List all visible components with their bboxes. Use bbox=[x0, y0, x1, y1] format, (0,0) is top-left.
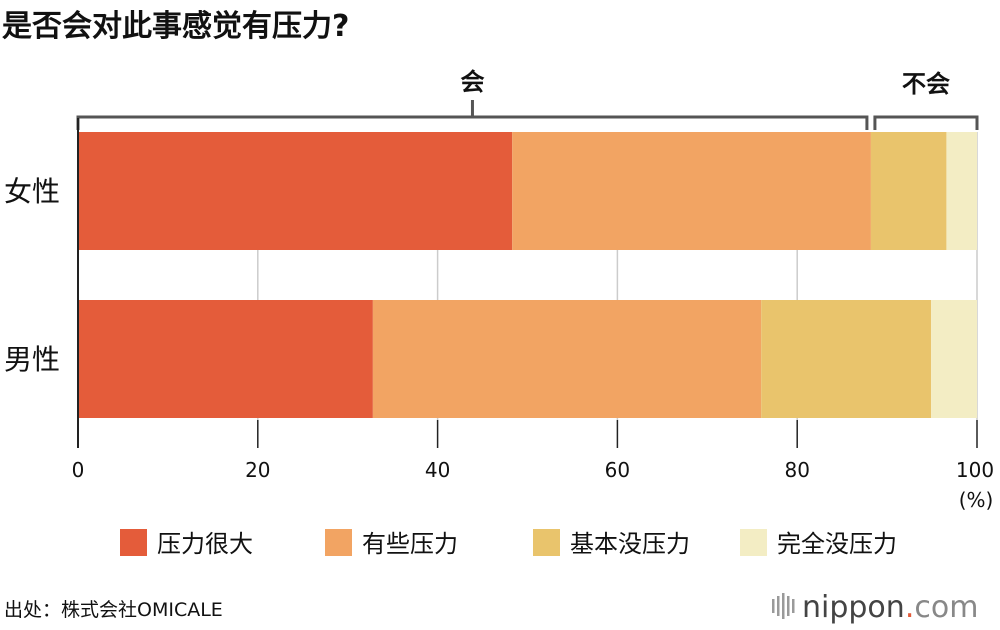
category-label-0: 女性 bbox=[4, 175, 60, 208]
x-unit-label: (%) bbox=[959, 488, 994, 512]
nippon-logo: nippon.com bbox=[772, 590, 978, 625]
x-axis: 0 20 40 60 80 100 (%) bbox=[72, 118, 994, 512]
legend-label-0: 压力很大 bbox=[157, 530, 253, 558]
category-label-1: 男性 bbox=[4, 343, 60, 376]
legend-swatch-2 bbox=[533, 529, 560, 556]
logo-name: nippon bbox=[802, 590, 905, 625]
logo-dot: . bbox=[905, 590, 915, 625]
bar-0-1 bbox=[512, 132, 871, 250]
tick-label-0: 0 bbox=[72, 458, 85, 482]
logo-stripe-2 bbox=[782, 593, 785, 619]
legend-swatch-0 bbox=[120, 529, 147, 556]
tick-label-40: 40 bbox=[425, 458, 450, 482]
bracket-line-0 bbox=[76, 115, 869, 130]
logo-stripe-4 bbox=[792, 599, 795, 613]
legend-swatch-1 bbox=[325, 529, 352, 556]
chart-title: 是否会对此事感觉有压力? bbox=[2, 9, 349, 44]
tick-label-80: 80 bbox=[784, 458, 809, 482]
logo-stripe-3 bbox=[787, 596, 790, 616]
legend: 压力很大 有些压力 基本没压力 完全没压力 bbox=[120, 529, 897, 558]
bars bbox=[78, 132, 977, 418]
logo-mark-icon bbox=[772, 593, 795, 619]
legend-label-2: 基本没压力 bbox=[570, 530, 690, 558]
bracket-label-0: 会 bbox=[460, 68, 484, 96]
source-note: 出处：株式会社OMICALE bbox=[4, 599, 223, 621]
bar-1-1 bbox=[372, 300, 762, 418]
bracket-line-1 bbox=[873, 115, 979, 130]
brackets: 会 不会 bbox=[76, 68, 979, 130]
legend-label-3: 完全没压力 bbox=[777, 530, 897, 558]
bar-1-2 bbox=[761, 300, 932, 418]
bracket-label-1: 不会 bbox=[902, 70, 950, 98]
logo-tld: com bbox=[914, 590, 978, 625]
logo-stripe-0 bbox=[772, 599, 775, 613]
bar-0-0 bbox=[78, 132, 513, 250]
tick-label-100: 100 bbox=[956, 458, 994, 482]
svg-text:nippon.com: nippon.com bbox=[802, 590, 978, 625]
logo-stripe-1 bbox=[777, 596, 780, 616]
bar-1-3 bbox=[931, 300, 977, 418]
legend-label-1: 有些压力 bbox=[362, 530, 458, 558]
bar-1-0 bbox=[78, 300, 373, 418]
tick-label-20: 20 bbox=[245, 458, 270, 482]
legend-swatch-3 bbox=[740, 529, 767, 556]
bar-0-2 bbox=[870, 132, 947, 250]
bar-0-3 bbox=[946, 132, 977, 250]
tick-label-60: 60 bbox=[605, 458, 630, 482]
